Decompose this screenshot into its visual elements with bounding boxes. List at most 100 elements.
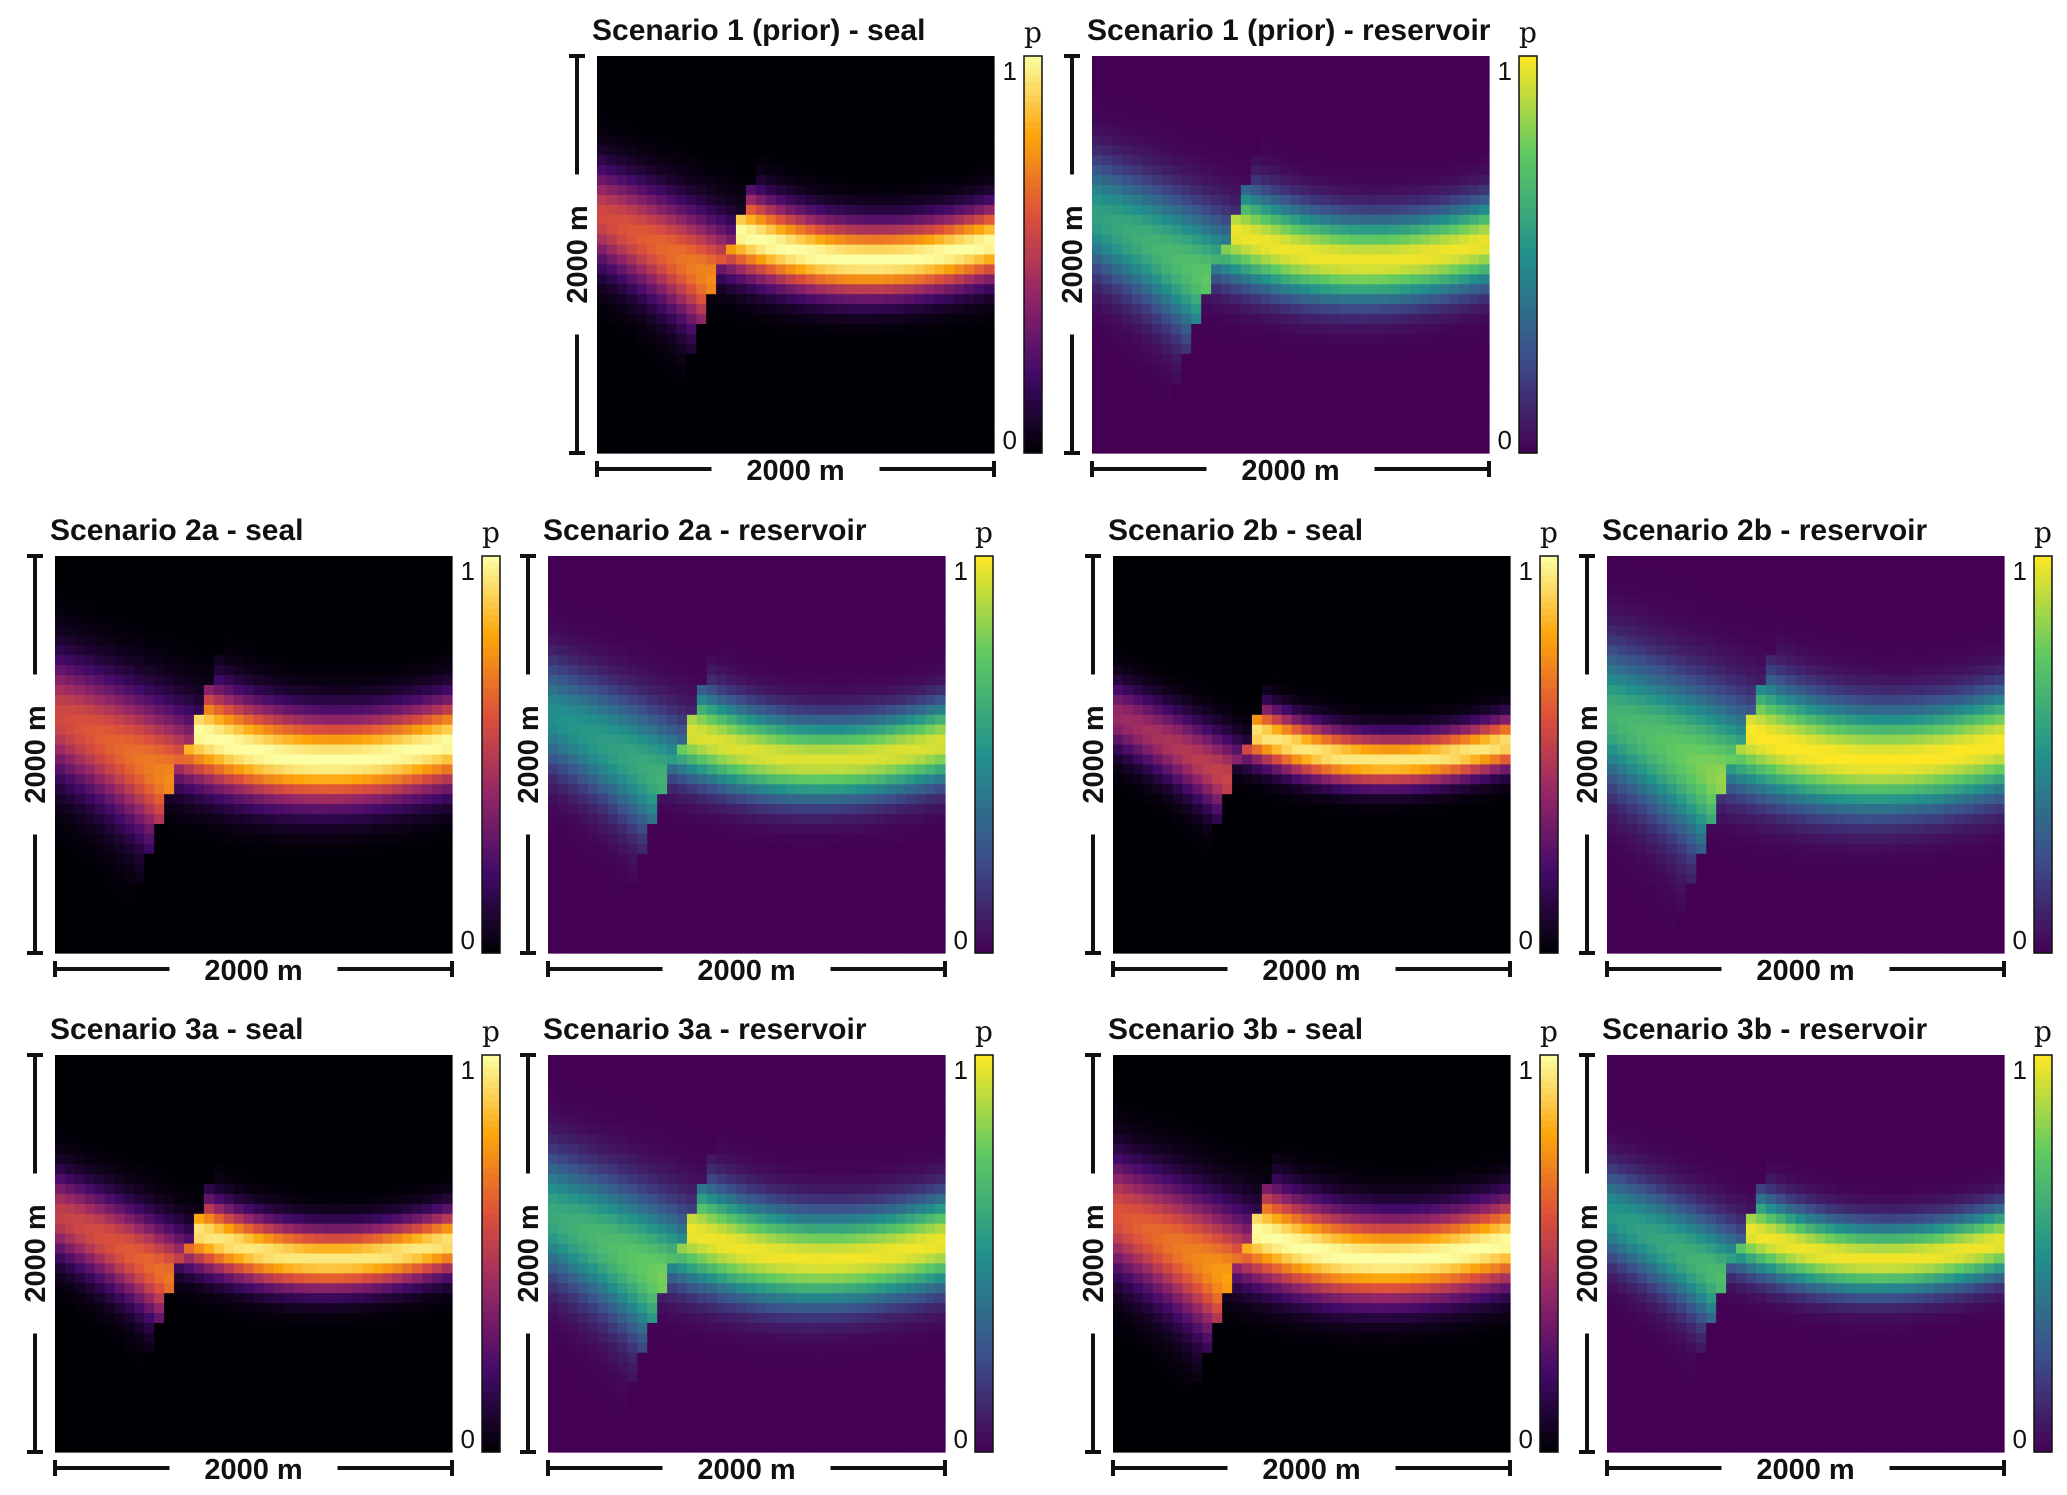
heatmap-cell	[322, 903, 334, 914]
heatmap-cell	[884, 155, 896, 166]
heatmap-cell	[1479, 155, 1490, 166]
heatmap-cell	[696, 304, 707, 315]
heatmap-cell	[735, 284, 747, 295]
heatmap-cell	[1359, 244, 1371, 256]
heatmap-cell	[1250, 105, 1262, 117]
heatmap-cell	[184, 923, 195, 934]
heatmap-cell	[104, 714, 116, 726]
heatmap-cell	[1111, 363, 1123, 375]
heatmap-cell	[1459, 115, 1470, 127]
heatmap-cell	[1092, 194, 1103, 206]
heatmap-cell	[223, 774, 235, 785]
heatmap-cell	[392, 804, 403, 815]
heatmap-cell	[352, 744, 364, 756]
heatmap-cell	[1350, 333, 1361, 345]
heatmap-cell	[1280, 343, 1292, 355]
x-scale-label: 2000 m	[746, 455, 844, 487]
heatmap-cell	[874, 105, 886, 117]
heatmap-cell	[845, 194, 856, 206]
heatmap-cell	[1479, 145, 1490, 156]
heatmap-cell	[1479, 204, 1490, 216]
heatmap-cell	[855, 393, 866, 404]
heatmap-cell	[735, 443, 747, 454]
heatmap-cell	[64, 635, 76, 646]
heatmap-cell	[626, 185, 638, 196]
heatmap-cell	[1310, 353, 1321, 365]
heatmap-cell	[124, 893, 136, 904]
heatmap-cell	[74, 893, 86, 904]
heatmap-cell	[293, 774, 304, 785]
heatmap-cell	[164, 635, 175, 646]
heatmap-cell	[835, 304, 846, 315]
heatmap-cell	[1260, 314, 1272, 325]
heatmap-cell	[1459, 244, 1470, 256]
heatmap-cell	[1141, 95, 1153, 107]
heatmap-cell	[1240, 403, 1252, 414]
heatmap-cell	[84, 843, 96, 855]
heatmap-cell	[203, 784, 215, 795]
heatmap-cell	[1449, 135, 1460, 146]
heatmap-cell	[114, 883, 126, 895]
heatmap-cell	[924, 294, 936, 305]
heatmap-cell	[745, 115, 757, 127]
heatmap-cell	[636, 194, 648, 206]
heatmap-cell	[815, 75, 826, 87]
heatmap-cell	[1280, 323, 1292, 335]
heatmap-cell	[174, 794, 185, 805]
heatmap-cell	[716, 443, 727, 454]
heatmap-cell	[134, 943, 145, 954]
heatmap-cell	[432, 744, 443, 756]
heatmap-cell	[332, 794, 344, 805]
heatmap-cell	[1330, 343, 1341, 355]
heatmap-cell	[745, 393, 757, 404]
heatmap-cell	[1330, 373, 1341, 385]
heatmap-cell	[1270, 115, 1282, 127]
heatmap-cell	[1131, 115, 1143, 127]
heatmap-cell	[442, 595, 453, 607]
heatmap-cell	[154, 804, 165, 815]
heatmap-cell	[984, 393, 995, 404]
heatmap-cell	[1369, 145, 1381, 156]
heatmap-cell	[1141, 224, 1153, 236]
heatmap-cell	[174, 823, 185, 835]
heatmap-cell	[263, 734, 274, 746]
heatmap-cell	[164, 734, 175, 746]
heatmap-cell	[1201, 56, 1212, 67]
heatmap-cell	[755, 234, 767, 246]
heatmap-cell	[84, 913, 96, 924]
heatmap-cell	[656, 194, 668, 206]
heatmap-cell	[442, 685, 453, 696]
heatmap-cell	[154, 843, 165, 855]
heatmap-cell	[94, 575, 106, 587]
heatmap-cell	[755, 214, 767, 226]
heatmap-cell	[964, 234, 975, 246]
heatmap-cell	[855, 254, 866, 266]
heatmap-cell	[422, 615, 433, 627]
heatmap-cell	[1409, 254, 1421, 266]
heatmap-cell	[765, 115, 777, 127]
heatmap-cell	[726, 323, 737, 335]
heatmap-cell	[1320, 373, 1331, 385]
heatmap-cell	[213, 565, 225, 577]
heatmap-cell	[1121, 105, 1133, 117]
heatmap-cell	[64, 903, 76, 914]
heatmap-cell	[164, 556, 175, 567]
heatmap-cell	[422, 933, 433, 944]
heatmap-cell	[1111, 343, 1123, 355]
heatmap-cell	[1419, 304, 1431, 315]
heatmap-cell	[666, 224, 678, 236]
colorbar-segment	[482, 602, 500, 610]
heatmap-cell	[646, 433, 658, 444]
heatmap-cell	[1320, 234, 1331, 246]
colorbar-segment	[1519, 314, 1537, 322]
heatmap-cell	[716, 363, 727, 375]
heatmap-cell	[1201, 65, 1212, 77]
heatmap-cell	[1359, 85, 1371, 97]
heatmap-cell	[1419, 204, 1431, 216]
heatmap-cell	[174, 724, 185, 736]
heatmap-cell	[1320, 105, 1331, 117]
heatmap-cell	[1161, 65, 1172, 77]
heatmap-cell	[174, 585, 185, 597]
heatmap-cell	[342, 704, 354, 716]
heatmap-cell	[1310, 194, 1321, 206]
